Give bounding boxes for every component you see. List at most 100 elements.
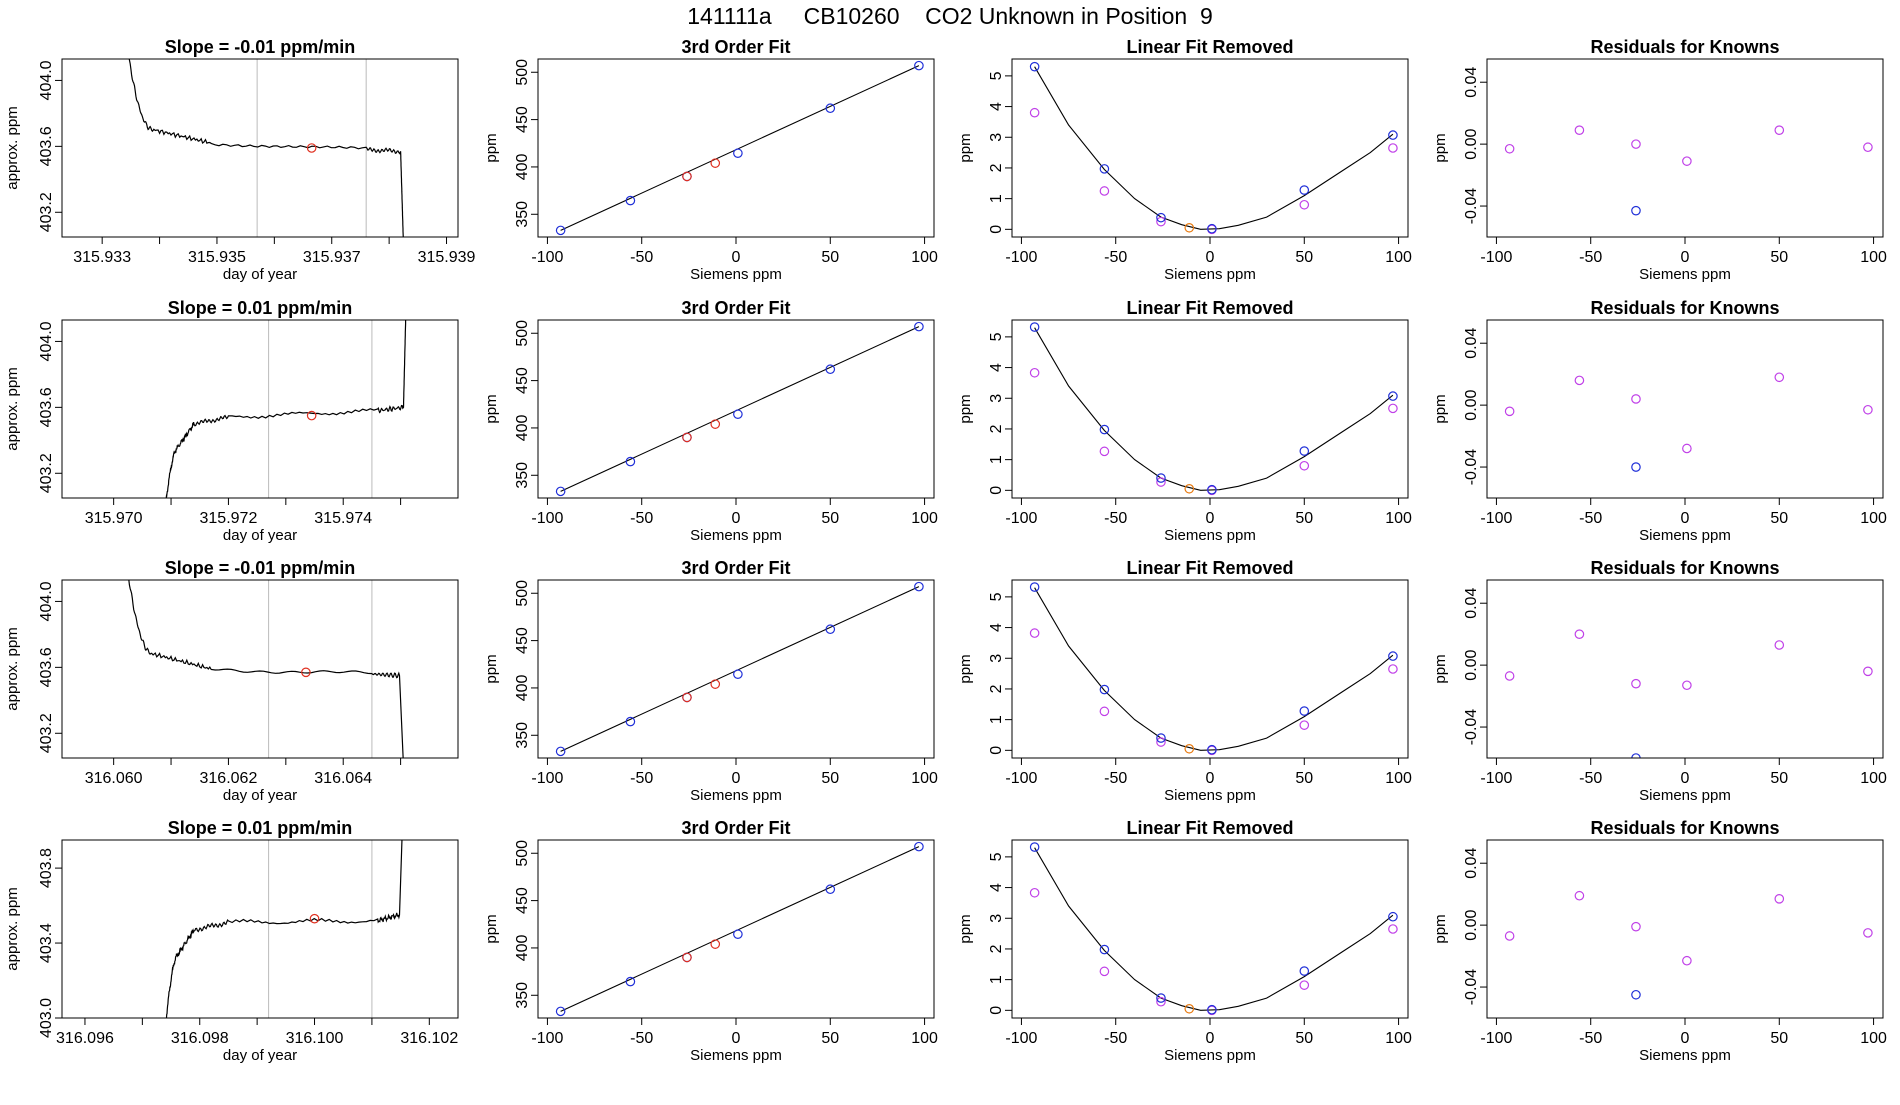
unknown-point [1184, 483, 1195, 494]
residual-point-blue [1631, 989, 1641, 1000]
y-tick-label: 0 [988, 225, 1005, 234]
standard-point [733, 669, 743, 680]
concentration-trace [128, 59, 404, 237]
x-tick-label: 50 [821, 510, 839, 527]
raw-point [1156, 737, 1166, 747]
raw-point [1029, 107, 1040, 118]
plot-frame [1486, 58, 1884, 238]
raw-point [1156, 477, 1166, 487]
x-tick-label: 50 [821, 249, 839, 266]
residual-point-blue [1631, 205, 1641, 216]
y-axis-label: ppm [483, 394, 500, 423]
x-tick-label: -100 [1480, 1030, 1512, 1047]
x-tick-label: 315.935 [188, 249, 246, 266]
x-axis-label: Siemens ppm [1164, 1047, 1256, 1064]
y-tick-label: -0.04 [1463, 709, 1480, 746]
panel-title: Residuals for Knowns [1590, 818, 1779, 838]
x-tick-label: 50 [821, 770, 839, 787]
y-tick-label: 450 [514, 627, 531, 654]
standard-point [1156, 733, 1166, 743]
y-tick-label: 403.2 [38, 713, 55, 753]
y-tick-label: -0.04 [1463, 188, 1480, 225]
panel-4-1: Slope = 0.01 ppm/min 316.096 316.098 316.10… [4, 818, 459, 1064]
standard-point [1156, 473, 1166, 483]
residual-point [1574, 375, 1585, 386]
plot-area [1029, 842, 1398, 1016]
x-tick-label: 100 [1385, 249, 1412, 266]
plot-frame [537, 839, 935, 1019]
x-axis-label: Siemens ppm [1164, 527, 1256, 544]
standard-point [914, 581, 924, 592]
x-tick-label: 100 [1385, 1030, 1412, 1047]
x-tick-label: 50 [1295, 249, 1313, 266]
raw-point [1029, 367, 1040, 378]
y-axis-label: ppm [957, 133, 974, 162]
plot-area [128, 580, 404, 758]
unknown-point [682, 432, 692, 443]
unknown-point [710, 679, 721, 689]
x-tick-label: 315.937 [303, 249, 361, 266]
panel-title: 3rd Order Fit [681, 818, 790, 838]
y-axis-label: ppm [1432, 654, 1449, 683]
x-tick-label: -50 [630, 770, 653, 787]
plot-area [165, 840, 403, 1018]
y-tick-label: 403.6 [38, 126, 55, 166]
panel-title: Linear Fit Removed [1126, 818, 1293, 838]
panel-title: Linear Fit Removed [1126, 298, 1293, 318]
y-tick-label: 5 [988, 71, 1005, 80]
x-tick-label: 316.102 [400, 1030, 458, 1047]
x-tick-label: -50 [1579, 510, 1602, 527]
standard-point [625, 716, 636, 727]
x-tick-label: 0 [732, 249, 741, 266]
x-axis-label: Siemens ppm [1639, 787, 1731, 804]
y-tick-label: 350 [514, 462, 531, 489]
standard-point [1299, 706, 1310, 716]
y-tick-label: 403.2 [38, 453, 55, 493]
y-tick-label: 2 [988, 163, 1005, 172]
x-tick-label: 0 [1206, 249, 1215, 266]
mean-point [301, 667, 311, 678]
y-tick-label: 0 [988, 746, 1005, 755]
x-tick-label: -100 [1005, 510, 1037, 527]
standard-point [1099, 424, 1110, 435]
standard-point [555, 225, 566, 236]
residual-curve [1034, 66, 1394, 230]
standard-point [1029, 61, 1040, 72]
plot-frame [1011, 579, 1409, 759]
plot-frame [61, 579, 459, 759]
y-tick-label: 404.0 [38, 581, 55, 621]
residual-point [1863, 142, 1873, 153]
y-tick-label: 0.00 [1463, 389, 1480, 420]
plot-frame [1486, 579, 1884, 759]
panel-title: Residuals for Knowns [1590, 558, 1779, 578]
x-tick-label: 0 [1206, 770, 1215, 787]
y-tick-label: 500 [514, 580, 531, 607]
standard-point [1299, 966, 1310, 976]
y-axis-label: ppm [957, 394, 974, 423]
standard-point [914, 841, 924, 852]
mean-point [306, 143, 317, 153]
unknown-point [682, 171, 692, 182]
x-tick-label: -100 [531, 1030, 563, 1047]
y-tick-label: 403.4 [38, 923, 55, 963]
panel-title: 3rd Order Fit [681, 37, 790, 57]
y-tick-label: 500 [514, 59, 531, 86]
panel-2-4: Residuals for Knowns -100 -50 0 50 100 Siemens… [1432, 298, 1887, 544]
x-tick-label: 100 [911, 510, 938, 527]
x-tick-label: 0 [732, 510, 741, 527]
raw-point [1299, 720, 1310, 730]
standard-point [625, 195, 636, 206]
x-tick-label: -100 [1480, 249, 1512, 266]
plot-frame [1486, 839, 1884, 1019]
x-tick-label: 316.060 [85, 770, 143, 787]
plot-frame [537, 58, 935, 238]
panel-title: Residuals for Knowns [1590, 298, 1779, 318]
plot-area [1504, 372, 1873, 472]
x-axis-label: Siemens ppm [1639, 527, 1731, 544]
concentration-trace [128, 580, 404, 758]
y-tick-label: 3 [988, 133, 1005, 142]
y-tick-label: 0.04 [1463, 588, 1480, 619]
y-tick-label: 4 [988, 623, 1005, 632]
y-axis-label: ppm [483, 133, 500, 162]
